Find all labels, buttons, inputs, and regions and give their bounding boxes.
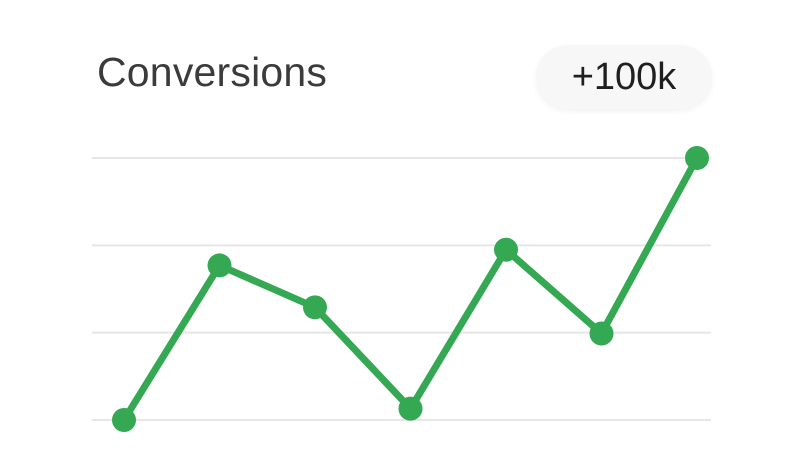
series-line <box>120 154 701 424</box>
data-point-6[interactable] <box>589 321 614 346</box>
data-point-2[interactable] <box>207 253 232 278</box>
delta-badge: +100k <box>536 45 712 109</box>
data-point-4[interactable] <box>398 396 423 421</box>
data-point-7[interactable] <box>685 146 709 170</box>
points-layer <box>112 146 709 432</box>
series-layer <box>120 154 701 424</box>
chart-title: Conversions <box>97 49 328 95</box>
grid-layer <box>92 157 711 421</box>
data-point-5[interactable] <box>494 237 518 262</box>
data-point-3[interactable] <box>303 295 327 320</box>
data-point-1[interactable] <box>112 408 136 432</box>
